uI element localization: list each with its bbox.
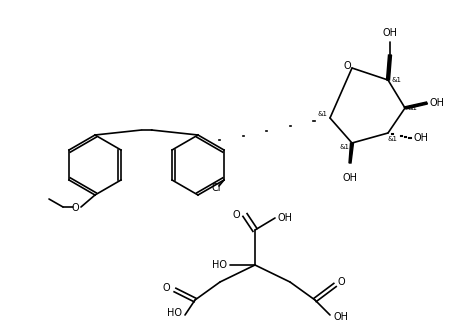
Polygon shape: [404, 102, 428, 109]
Text: O: O: [162, 283, 170, 293]
Text: OH: OH: [333, 312, 348, 322]
Text: HO: HO: [212, 260, 227, 270]
Polygon shape: [349, 143, 354, 163]
Text: O: O: [337, 277, 345, 287]
Text: OH: OH: [343, 173, 357, 183]
Text: OH: OH: [430, 98, 445, 108]
Text: &1: &1: [391, 77, 401, 83]
Text: O: O: [343, 61, 351, 71]
Text: HO: HO: [167, 308, 182, 318]
Text: OH: OH: [413, 133, 428, 143]
Text: O: O: [232, 210, 240, 220]
Text: OH: OH: [278, 213, 293, 223]
Text: &1: &1: [387, 136, 397, 142]
Text: &1: &1: [317, 111, 327, 117]
Text: &1: &1: [408, 105, 418, 111]
Text: &1: &1: [339, 144, 349, 150]
Text: O: O: [71, 203, 79, 213]
Text: OH: OH: [382, 28, 397, 38]
Text: Cl: Cl: [211, 183, 221, 193]
Polygon shape: [387, 55, 391, 80]
